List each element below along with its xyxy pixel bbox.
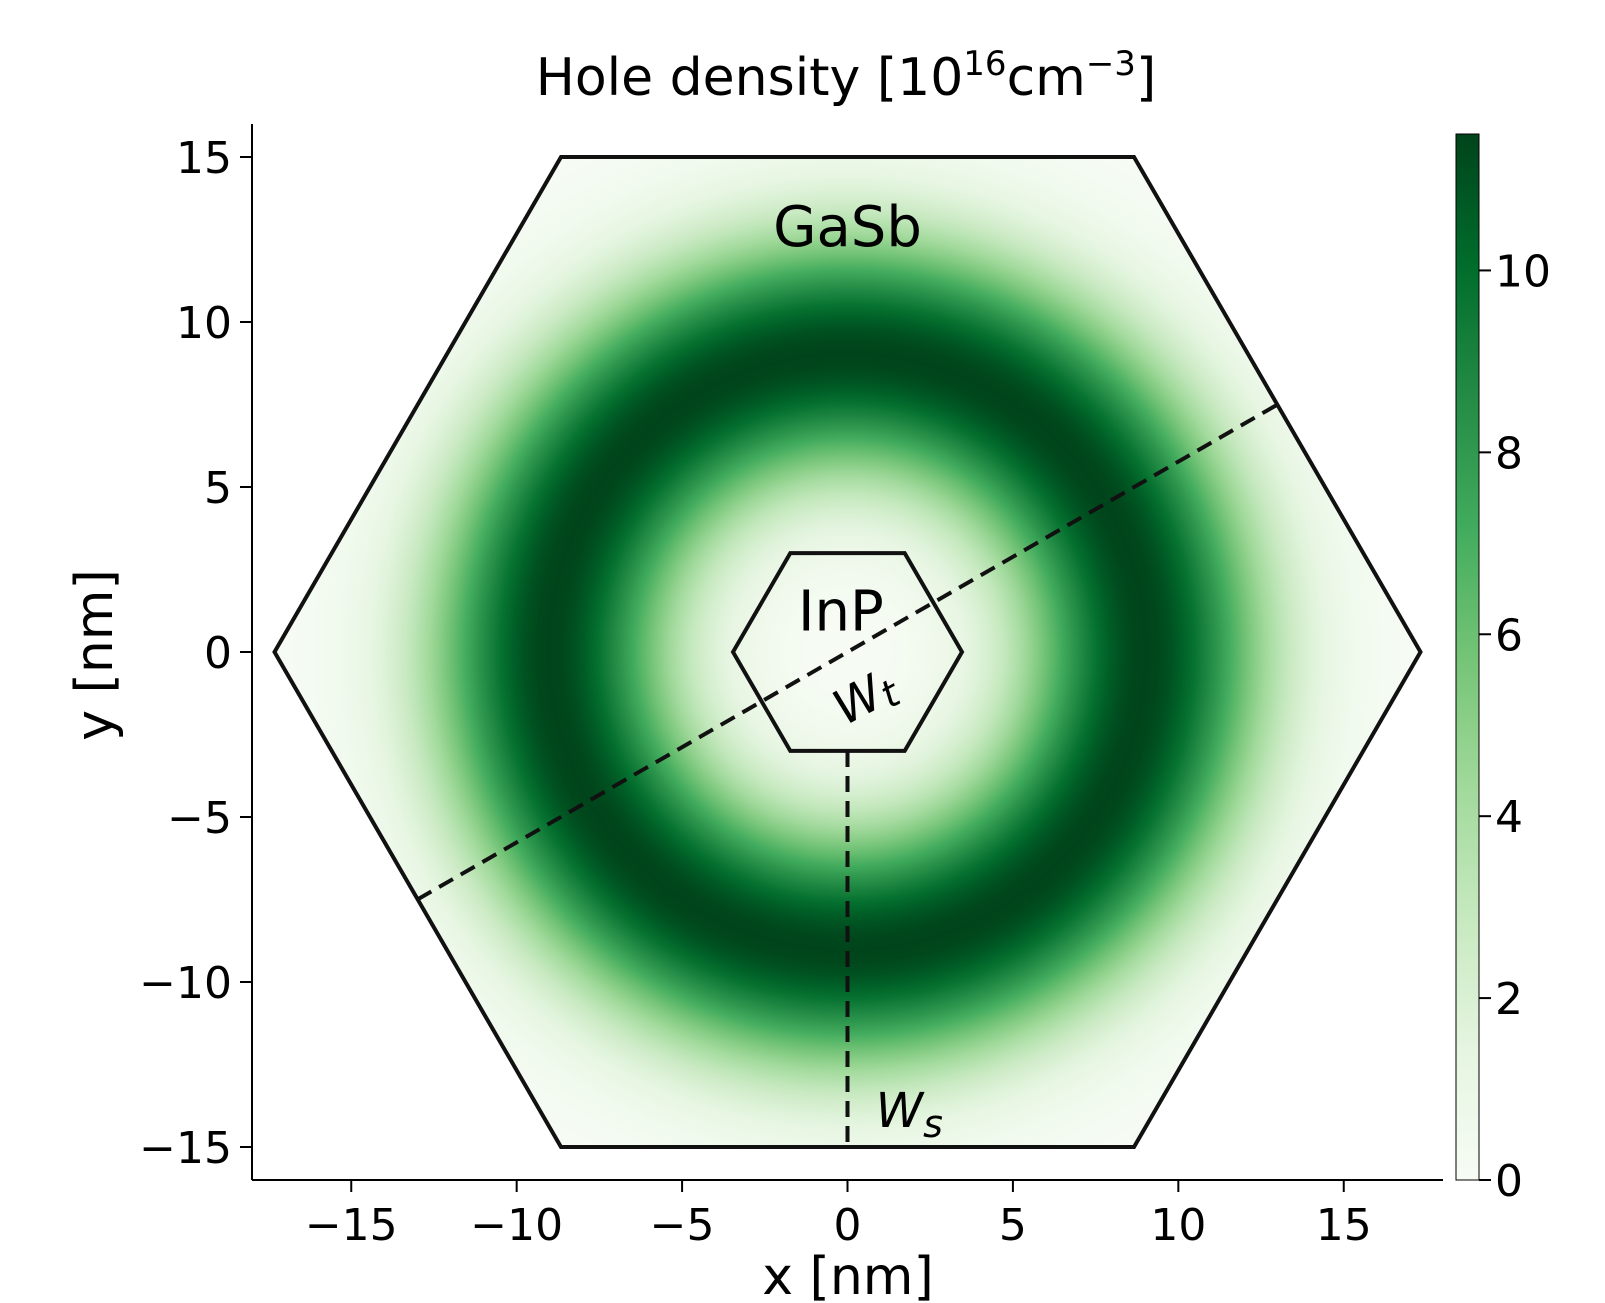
colorbar-tick-label: 4 (1495, 792, 1523, 843)
colorbar-ticks: 0 2 4 6 8 10 (1479, 246, 1551, 1207)
y-tick-label: −5 (167, 793, 232, 844)
x-tick-label: 15 (1316, 1200, 1372, 1251)
y-axis-ticks: 15 10 5 0 −5 −10 −15 (139, 133, 252, 1174)
cut-line-wt (416, 402, 1279, 902)
x-axis-label: x [nm] (762, 1247, 934, 1303)
colorbar-tick-label: 2 (1495, 974, 1523, 1025)
inner-hexagon-inp (730, 551, 965, 753)
x-tick-label: −10 (470, 1200, 563, 1251)
colorbar-tick-label: 10 (1495, 246, 1551, 297)
y-tick-label: 5 (204, 463, 232, 514)
colorbar-tick-label: 8 (1495, 428, 1523, 479)
outer-hexagon-gasb (272, 155, 1423, 1149)
y-tick-label: 0 (204, 628, 232, 679)
x-tick-label: 5 (999, 1200, 1027, 1251)
colorbar (1455, 133, 1480, 1181)
colorbar-tick-label: 0 (1495, 1156, 1523, 1207)
x-axis-ticks: −15 −10 −5 0 5 10 15 (305, 1180, 1372, 1251)
y-tick-label: −10 (139, 958, 232, 1009)
chart-title: Hole density [1016cm−3] (536, 44, 1156, 108)
y-tick-label: 15 (176, 133, 232, 184)
y-axis-label: y [nm] (65, 569, 125, 741)
y-tick-label: −15 (139, 1123, 232, 1174)
colorbar-tick-label: 6 (1495, 610, 1523, 661)
x-tick-label: 0 (834, 1200, 862, 1251)
y-tick-label: 10 (176, 298, 232, 349)
region-label-gasb: GaSb (773, 195, 922, 260)
x-tick-label: −5 (650, 1200, 715, 1251)
x-tick-label: 10 (1150, 1200, 1206, 1251)
x-tick-label: −15 (305, 1200, 398, 1251)
cut-label-ws: Ws (876, 1083, 943, 1146)
density-field (274, 157, 1421, 1147)
region-label-inp: InP (798, 580, 884, 645)
